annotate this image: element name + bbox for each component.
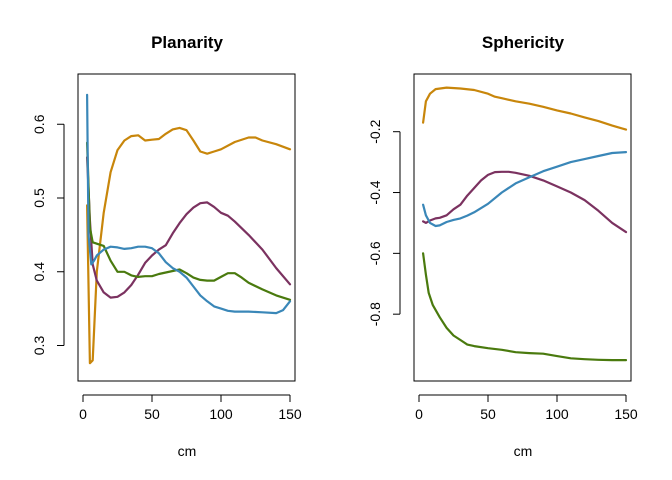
sphericity-x-tick-label: 50 [480, 406, 496, 422]
sphericity-y-axis: -0.8 -0.6 -0.4 -0.2 [367, 119, 401, 326]
planarity-plot-box [77, 73, 296, 382]
planarity-green-series-line [85, 141, 292, 301]
planarity-title: Planarity [151, 33, 223, 52]
sphericity-green-series-line [422, 252, 628, 362]
planarity-blue-series-line [85, 93, 292, 315]
sphericity-panel: Sphericity 0 50 100 150 -0.8 -0.6 -0.4 -0.2 cm [367, 33, 638, 459]
planarity-x-tick-label: 100 [209, 406, 233, 422]
sphericity-plot-box [413, 73, 632, 382]
planarity-x-axis: 0 50 100 150 [79, 394, 302, 422]
planarity-purple-series-line [85, 156, 292, 299]
planarity-x-tick-label: 0 [79, 406, 87, 422]
sphericity-y-tick-label: -0.2 [367, 119, 383, 143]
sphericity-orange-series-line [422, 86, 628, 131]
planarity-y-tick-label: 0.6 [31, 114, 47, 134]
sphericity-x-axis-label: cm [514, 443, 533, 459]
sphericity-blue-series-line [422, 151, 628, 228]
sphericity-x-tick-label: 150 [614, 406, 638, 422]
planarity-orange-series-line [85, 126, 292, 365]
sphericity-x-tick-label: 0 [415, 406, 423, 422]
sphericity-y-tick-label: -0.6 [367, 241, 383, 265]
sphericity-y-tick-label: -0.8 [367, 302, 383, 326]
sphericity-purple-series-line [422, 170, 628, 234]
sphericity-series-group [422, 86, 628, 362]
planarity-x-tick-label: 150 [278, 406, 302, 422]
planarity-y-tick-label: 0.4 [31, 262, 47, 282]
sphericity-x-tick-label: 100 [545, 406, 569, 422]
sphericity-title: Sphericity [482, 33, 565, 52]
planarity-y-axis: 0.3 0.4 0.5 0.6 [31, 114, 65, 356]
planarity-panel: Planarity 0 50 100 150 0.3 0.4 0.5 0.6 cm [31, 33, 302, 459]
planarity-series-group [85, 93, 292, 365]
sphericity-y-tick-label: -0.4 [367, 180, 383, 204]
planarity-y-tick-label: 0.3 [31, 336, 47, 356]
planarity-x-axis-label: cm [178, 443, 197, 459]
planarity-y-tick-label: 0.5 [31, 188, 47, 208]
planarity-x-tick-label: 50 [144, 406, 160, 422]
sphericity-x-axis: 0 50 100 150 [415, 394, 638, 422]
